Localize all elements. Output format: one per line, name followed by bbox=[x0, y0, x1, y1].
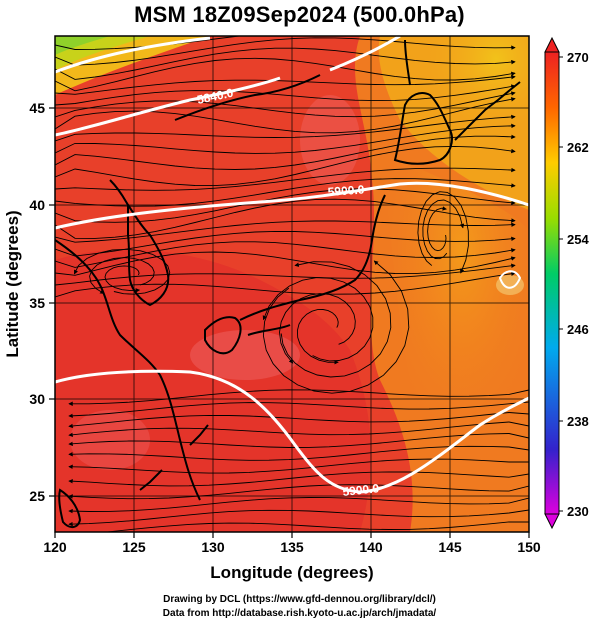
y-tick-label: 45 bbox=[29, 100, 45, 116]
streamline bbox=[417, 191, 469, 274]
x-tick-labels: 120 125 130 135 140 145 150 bbox=[43, 539, 541, 555]
x-tick-label: 130 bbox=[201, 539, 225, 555]
colorbar-gradient bbox=[544, 51, 560, 515]
y-tick-label: 40 bbox=[29, 197, 45, 213]
x-tick-label: 140 bbox=[359, 539, 383, 555]
colorbar-tick-label: 254 bbox=[567, 232, 589, 247]
wind-streamlines bbox=[55, 36, 529, 532]
y-tick-labels: 25 30 35 40 45 bbox=[29, 100, 45, 504]
streamline bbox=[68, 484, 529, 500]
streamline bbox=[55, 263, 516, 286]
x-tick-label: 120 bbox=[43, 539, 67, 555]
colorbar-tick-label: 246 bbox=[567, 322, 589, 337]
streamline bbox=[68, 389, 529, 407]
contour-line-5900-south bbox=[54, 369, 530, 494]
coastlines bbox=[55, 39, 521, 528]
colorbar-tick-label: 230 bbox=[567, 504, 589, 519]
streamline bbox=[55, 36, 243, 50]
streamline bbox=[68, 401, 529, 419]
credit-drawing: Drawing by DCL (https://www.gfd-dennou.o… bbox=[163, 594, 436, 605]
streamline bbox=[55, 97, 516, 134]
streamline bbox=[55, 241, 516, 268]
y-axis-label: Latitude (degrees) bbox=[3, 210, 22, 357]
streamline bbox=[68, 497, 529, 514]
x-tick-label: 145 bbox=[438, 539, 462, 555]
x-tick-label: 125 bbox=[122, 539, 146, 555]
streamline bbox=[55, 178, 516, 207]
colorbar-tick-label: 262 bbox=[567, 140, 589, 155]
streamline bbox=[262, 260, 410, 394]
x-tick-label: 135 bbox=[280, 539, 304, 555]
streamline bbox=[55, 57, 516, 92]
streamline bbox=[55, 220, 516, 243]
streamline bbox=[68, 421, 529, 438]
streamline bbox=[280, 261, 392, 378]
streamline bbox=[68, 433, 529, 448]
streamline bbox=[55, 74, 516, 95]
streamline bbox=[262, 277, 374, 362]
contour-label-3: 5900.0 bbox=[342, 481, 380, 499]
streamline bbox=[55, 114, 516, 142]
credit-data-source: Data from http://database.rish.kyoto-u.a… bbox=[162, 608, 437, 619]
streamline bbox=[55, 123, 516, 154]
streamline bbox=[55, 188, 516, 223]
streamline bbox=[55, 198, 516, 239]
contour-line-ne bbox=[329, 34, 401, 72]
contour-line-north bbox=[54, 36, 211, 74]
streamline bbox=[104, 265, 141, 293]
colorbar-tick-label: 270 bbox=[567, 50, 589, 65]
streamline bbox=[68, 509, 529, 527]
streamline bbox=[55, 230, 516, 257]
streamline bbox=[68, 458, 529, 474]
streamline bbox=[427, 206, 447, 252]
contour-line-5840-south bbox=[54, 76, 281, 137]
colorbar-tick-label: 238 bbox=[567, 414, 589, 429]
x-axis-label: Longitude (degrees) bbox=[210, 563, 373, 582]
geopotential-contours bbox=[54, 34, 530, 494]
y-tick-label: 30 bbox=[29, 391, 45, 407]
streamline bbox=[55, 167, 516, 191]
streamline bbox=[422, 199, 465, 260]
y-tick-label: 35 bbox=[29, 295, 45, 311]
tick-marks bbox=[49, 107, 530, 538]
streamline bbox=[55, 84, 516, 106]
streamline bbox=[55, 145, 516, 187]
streamline bbox=[55, 91, 516, 118]
x-tick-label: 150 bbox=[517, 539, 541, 555]
contour-label-2: 5900.0 bbox=[327, 182, 365, 199]
streamline bbox=[55, 47, 516, 80]
streamline bbox=[55, 134, 516, 170]
y-tick-label: 25 bbox=[29, 488, 45, 504]
streamline bbox=[102, 521, 529, 532]
map-title: MSM 18Z09Sep2024 (500.0hPa) bbox=[134, 2, 465, 27]
contour-closed-loop bbox=[498, 270, 522, 289]
streamline bbox=[55, 37, 516, 66]
colorbar: 270 262 254 246 238 230 bbox=[544, 36, 589, 530]
streamline bbox=[68, 412, 529, 429]
streamline bbox=[296, 309, 339, 365]
contour-line-5900-north bbox=[54, 181, 530, 230]
streamline bbox=[55, 251, 516, 276]
colorbar-max-arrow bbox=[544, 36, 560, 53]
colorbar-min-arrow bbox=[544, 513, 560, 530]
